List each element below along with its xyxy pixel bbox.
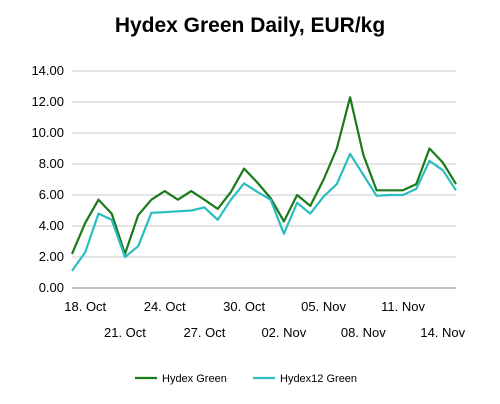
x-tick-label: 30. Oct	[223, 299, 265, 314]
y-tick-label: 4.00	[39, 218, 64, 233]
y-tick-label: 12.00	[31, 94, 64, 109]
series-lines	[70, 96, 457, 272]
series-line-hydex-green	[70, 96, 457, 255]
y-tick-label: 14.00	[31, 63, 64, 78]
x-tick-label: 27. Oct	[183, 325, 225, 340]
legend: Hydex Green Hydex12 Green	[135, 373, 357, 385]
y-tick-label: 2.00	[39, 249, 64, 264]
x-tick-label: 14. Nov	[420, 325, 465, 340]
legend-label: Hydex Green	[162, 373, 227, 385]
y-tick-label: 10.00	[31, 125, 64, 140]
x-tick-labels: 18. Oct 24. Oct 30. Oct 05. Nov 11. Nov 21. O…	[64, 299, 465, 340]
y-tick-label: 6.00	[39, 187, 64, 202]
y-tick-label: 8.00	[39, 156, 64, 171]
x-tick-label: 05. Nov	[301, 299, 346, 314]
x-tick-label: 21. Oct	[104, 325, 146, 340]
legend-label: Hydex12 Green	[280, 373, 357, 385]
x-tick-label: 02. Nov	[261, 325, 306, 340]
gridlines	[72, 70, 456, 258]
y-tick-label: 0.00	[39, 280, 64, 295]
x-tick-label: 24. Oct	[144, 299, 186, 314]
x-tick-label: 11. Nov	[381, 299, 425, 314]
x-tick-label: 08. Nov	[341, 325, 386, 340]
series-line-hydex12-green	[71, 152, 457, 272]
chart-title: Hydex Green Daily, EUR/kg	[114, 14, 386, 37]
x-tick-label: 18. Oct	[64, 299, 106, 314]
y-tick-labels: 0.00 2.00 4.00 6.00 8.00 10.00 12.00 14.00	[31, 63, 64, 295]
